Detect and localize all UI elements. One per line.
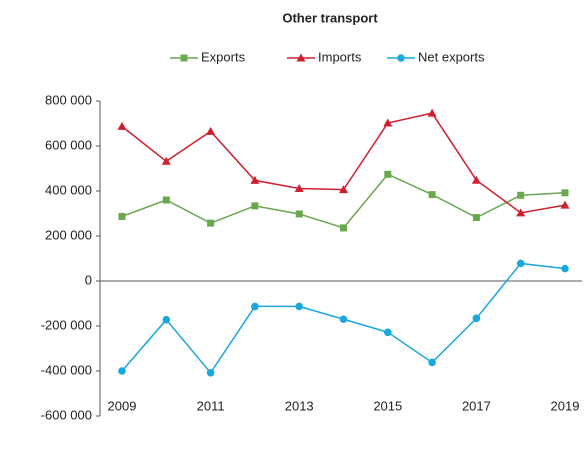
marker	[207, 219, 215, 227]
y-tick-label: 600 000	[45, 137, 92, 152]
marker	[561, 189, 569, 197]
series-line	[121, 173, 566, 229]
marker	[250, 175, 260, 184]
y-tick-label: 200 000	[45, 227, 92, 242]
y-tick-label: -200 000	[41, 317, 92, 332]
marker	[117, 121, 127, 130]
marker	[428, 358, 436, 367]
marker	[471, 175, 481, 184]
marker	[251, 302, 259, 311]
y-tick-label: 800 000	[45, 92, 92, 107]
marker	[295, 302, 304, 311]
legend-label: Net exports	[418, 49, 485, 64]
marker	[206, 126, 216, 135]
marker	[472, 314, 481, 323]
marker	[517, 191, 525, 199]
marker	[560, 200, 570, 209]
x-tick-label: 2019	[551, 398, 580, 413]
marker	[384, 170, 392, 178]
marker	[161, 156, 171, 165]
legend-marker	[296, 53, 306, 62]
legend-label: Exports	[201, 49, 246, 64]
x-tick-label: 2009	[108, 398, 137, 413]
x-tick-label: 2015	[373, 398, 402, 413]
marker	[118, 367, 126, 375]
y-tick-label: 0	[85, 272, 92, 287]
marker	[472, 214, 480, 222]
marker	[162, 315, 171, 324]
legend-marker	[180, 54, 188, 62]
marker	[561, 264, 569, 273]
legend-marker	[397, 54, 405, 62]
marker	[516, 259, 525, 268]
marker	[516, 208, 526, 217]
marker	[339, 185, 348, 194]
marker	[251, 202, 259, 210]
marker	[162, 196, 170, 204]
marker	[427, 108, 437, 117]
x-tick-label: 2011	[197, 398, 225, 413]
marker	[295, 210, 303, 218]
marker	[428, 191, 436, 199]
marker	[118, 212, 126, 220]
legend-label: Imports	[318, 49, 362, 64]
marker	[294, 184, 304, 193]
marker	[340, 224, 347, 232]
series-line	[121, 112, 566, 214]
x-tick-label: 2017	[462, 398, 491, 413]
y-tick-label: -600 000	[41, 407, 92, 422]
marker	[339, 315, 348, 324]
y-tick-label: -400 000	[41, 362, 92, 377]
chart-title: Other transport	[282, 10, 378, 25]
marker	[383, 118, 393, 127]
marker	[206, 369, 215, 377]
x-tick-label: 2013	[285, 398, 314, 413]
marker	[384, 328, 392, 337]
y-tick-label: 400 000	[45, 182, 92, 197]
